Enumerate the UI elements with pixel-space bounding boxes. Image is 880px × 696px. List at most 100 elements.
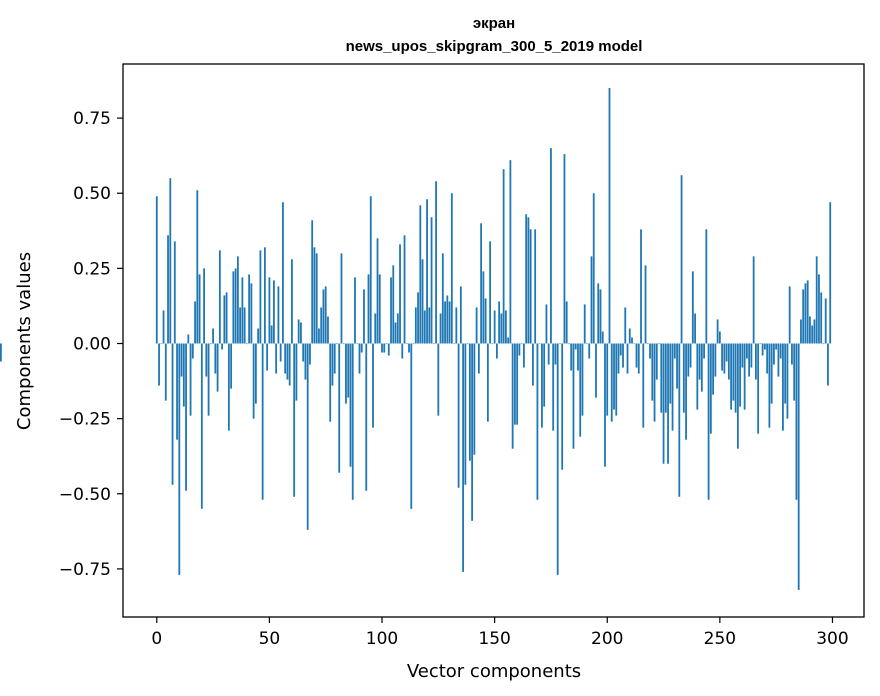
bar-102 (385, 343, 388, 345)
bar-15 (189, 343, 192, 416)
bar-137 (464, 343, 467, 485)
bar-246 (709, 343, 712, 434)
bar-202 (610, 343, 613, 422)
bar-208 (624, 307, 627, 344)
bar-18 (196, 190, 199, 344)
bar-25 (212, 328, 214, 344)
bar-290 (809, 316, 811, 344)
bar-118 (421, 259, 424, 344)
bar-32 (227, 343, 230, 431)
bar-294 (818, 274, 820, 344)
bar-173 (545, 304, 548, 344)
bar-121 (428, 307, 431, 344)
bar-271 (766, 343, 769, 374)
bar-295 (820, 292, 823, 344)
bar-177 (554, 343, 557, 365)
bar-203 (613, 343, 615, 410)
bar-88 (354, 277, 356, 344)
bar-293 (815, 256, 818, 344)
bar-277 (779, 343, 782, 359)
bar-44 (254, 343, 257, 404)
bar-179 (559, 343, 561, 345)
bar-52 (273, 280, 275, 344)
bar-99 (378, 274, 381, 344)
bar-84 (345, 343, 347, 404)
bar-71 (315, 253, 318, 344)
bar-248 (714, 343, 717, 377)
bar-273 (770, 343, 773, 404)
bar-134 (457, 343, 460, 488)
bar-47 (261, 343, 264, 500)
x-axis-label: Vector components (407, 661, 581, 682)
bar-149 (491, 343, 494, 345)
bar-10 (178, 343, 181, 575)
bar-41 (248, 274, 251, 344)
bar-287 (802, 289, 805, 344)
bar-37 (239, 307, 242, 344)
bar-235 (685, 343, 687, 440)
bar-14 (187, 334, 190, 344)
bar-166 (529, 229, 532, 344)
bar-148 (489, 241, 492, 344)
bar-91 (360, 343, 363, 353)
bar-131 (450, 193, 453, 344)
bar-278 (782, 343, 784, 431)
bar-200 (606, 343, 609, 416)
bar-63 (297, 319, 300, 344)
bar-110 (403, 235, 406, 344)
bar-260 (741, 343, 744, 368)
bar-288 (804, 283, 807, 344)
bar-92 (363, 289, 365, 344)
bar-174 (547, 343, 550, 365)
bar-180 (561, 343, 564, 470)
bar-87 (351, 343, 354, 500)
bar-53 (275, 343, 278, 374)
bar-133 (455, 307, 458, 344)
bar-240 (696, 343, 699, 410)
bar-8 (173, 241, 176, 344)
bar-13 (185, 343, 187, 491)
bar-54 (277, 286, 280, 344)
bar-142 (475, 307, 478, 344)
bar-196 (597, 283, 600, 344)
bar-50 (268, 277, 271, 344)
bar-135 (459, 286, 462, 344)
bar-17 (194, 301, 196, 344)
bar-167 (532, 343, 534, 386)
bar-7 (171, 343, 174, 485)
bar-171 (541, 343, 543, 428)
bar-104 (390, 277, 392, 344)
bar-231 (676, 343, 678, 389)
bar-90 (358, 343, 361, 374)
bar-210 (628, 328, 631, 344)
bar-276 (777, 343, 780, 377)
bar-201 (608, 88, 611, 344)
bar-216 (642, 343, 645, 428)
bar-112 (408, 343, 410, 353)
bar-262 (745, 343, 748, 359)
y-tick-label: 0.00 (73, 335, 111, 355)
bar-151 (495, 343, 498, 359)
bar-undefined (0, 343, 2, 345)
bar-221 (653, 343, 656, 422)
bar-38 (241, 277, 244, 344)
bar-197 (599, 289, 602, 344)
y-tick-label: 0.50 (73, 184, 111, 204)
bar-0 (155, 196, 158, 344)
bar-160 (516, 343, 519, 425)
y-tick-label: −0.50 (59, 485, 111, 505)
bar-96 (372, 343, 374, 428)
bar-223 (658, 343, 660, 345)
bar-26 (214, 343, 217, 374)
bar-218 (646, 343, 649, 345)
bar-161 (518, 343, 521, 356)
chart-subtitle: news_upos_skipgram_300_5_2019 model (346, 38, 643, 55)
bar-122 (430, 217, 433, 344)
bar-292 (813, 319, 816, 344)
bar-125 (437, 343, 440, 416)
bar-51 (270, 325, 273, 344)
bar-56 (282, 202, 284, 344)
bar-159 (514, 343, 516, 425)
bar-265 (752, 256, 755, 344)
